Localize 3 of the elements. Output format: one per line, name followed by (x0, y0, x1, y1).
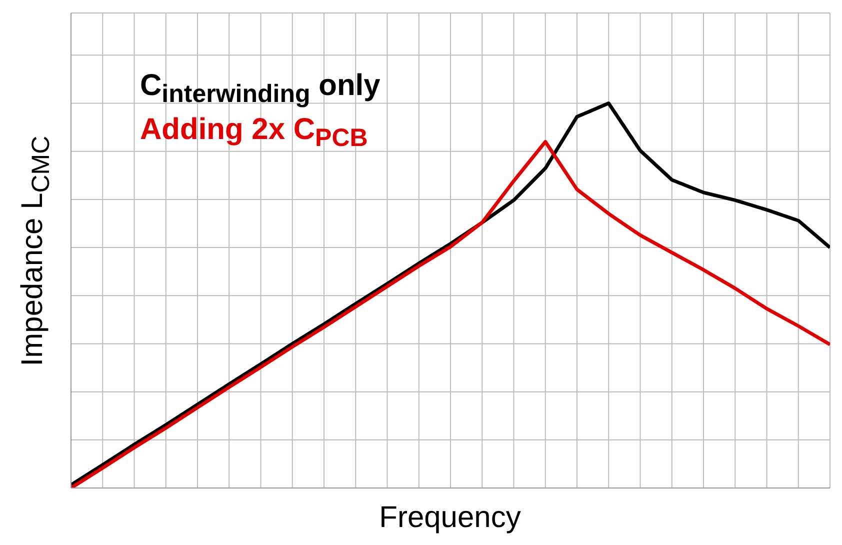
x-axis-title: Frequency (378, 501, 522, 535)
text: Adding 2x C$_{PCB}$ (140, 112, 369, 154)
text: C$_{interwinding}$ only (140, 68, 380, 110)
